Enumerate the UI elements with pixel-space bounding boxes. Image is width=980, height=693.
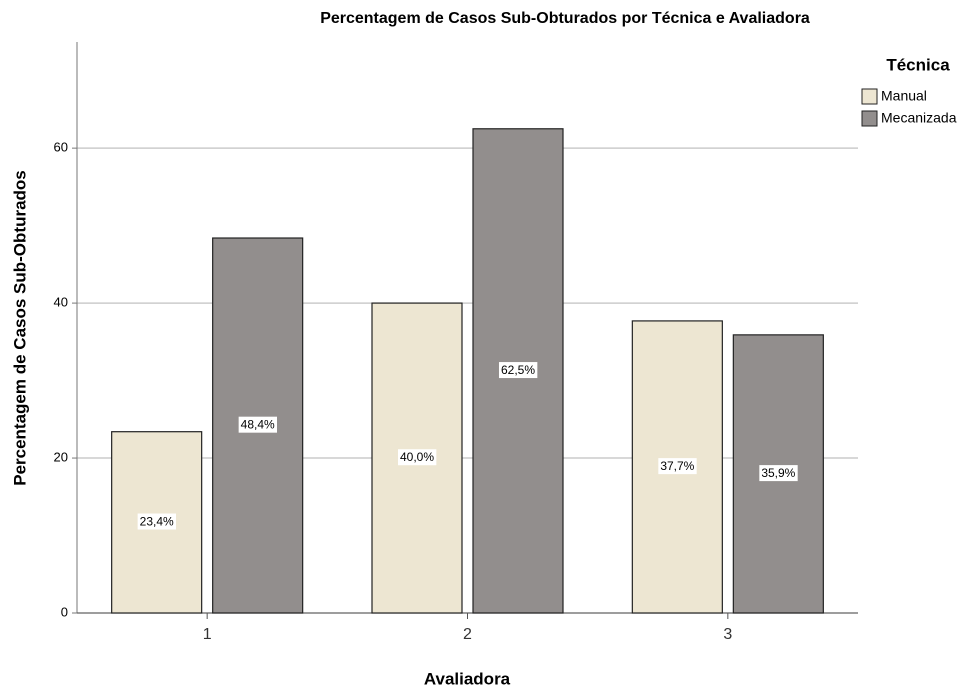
y-tick-label: 0 — [61, 604, 68, 619]
value-label: 62,5% — [501, 363, 535, 377]
legend-title: Técnica — [886, 55, 950, 74]
value-label: 23,4% — [140, 515, 174, 529]
value-label: 35,9% — [761, 466, 795, 480]
y-tick-label: 60 — [54, 140, 68, 155]
value-label-bg — [498, 362, 538, 379]
legend-swatch — [861, 88, 878, 105]
chart-title: Percentagem de Casos Sub-Obturados por T… — [320, 10, 810, 27]
value-label: 40,0% — [400, 450, 434, 464]
value-label: 37,7% — [660, 459, 694, 473]
y-tick-label: 40 — [54, 295, 68, 310]
legend-label: Mecanizada — [881, 110, 957, 126]
value-label-bg — [658, 458, 697, 475]
legend-label: Manual — [881, 88, 927, 104]
y-axis-title: Percentagem de Casos Sub-Obturados — [10, 170, 29, 486]
value-label-bg — [759, 465, 798, 482]
x-axis-title: Avaliadora — [424, 669, 511, 688]
y-tick-label: 20 — [54, 449, 68, 464]
value-label-bg — [397, 449, 437, 466]
x-tick-label: 1 — [203, 626, 212, 643]
value-label: 48,4% — [241, 418, 275, 432]
value-label-bg — [238, 416, 278, 433]
value-label-bg — [137, 513, 177, 530]
x-tick-label: 2 — [463, 626, 472, 643]
legend-swatch — [861, 110, 878, 127]
x-tick-label: 3 — [723, 626, 732, 643]
